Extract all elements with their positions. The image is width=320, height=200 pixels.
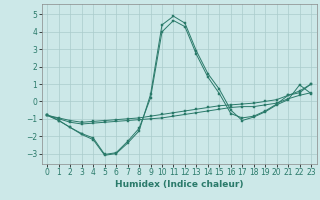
X-axis label: Humidex (Indice chaleur): Humidex (Indice chaleur) xyxy=(115,180,244,189)
